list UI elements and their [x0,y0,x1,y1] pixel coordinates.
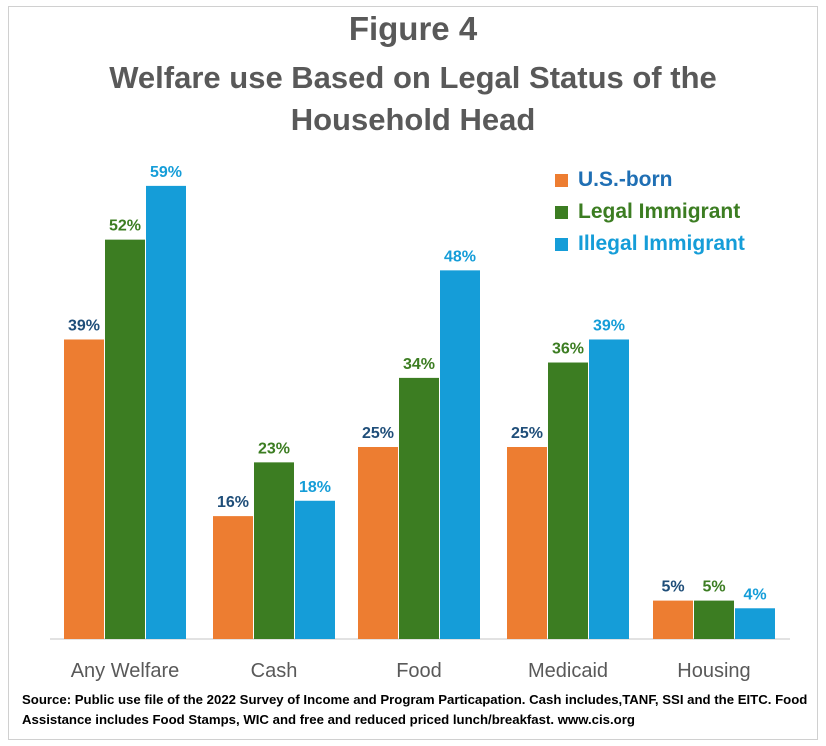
bar-any-welfare-u-s-born [64,339,104,639]
chart-frame [8,6,818,740]
data-label-any-welfare-legal-immigrant: 52% [109,218,141,235]
bar-medicaid-u-s-born [507,447,547,639]
data-label-medicaid-illegal-immigrant: 39% [593,317,625,334]
bar-any-welfare-illegal-immigrant [146,185,186,639]
data-label-medicaid-u-s-born: 25% [511,425,543,442]
data-label-housing-legal-immigrant: 5% [702,579,725,596]
data-label-housing-u-s-born: 5% [661,579,684,596]
x-tick-label-cash: Cash [251,660,298,682]
data-label-any-welfare-u-s-born: 39% [68,317,100,334]
bar-medicaid-illegal-immigrant [589,339,629,639]
bar-housing-legal-immigrant [694,600,734,639]
bar-any-welfare-legal-immigrant [105,239,145,639]
bar-cash-illegal-immigrant [295,500,335,639]
data-label-food-legal-immigrant: 34% [403,356,435,373]
x-tick-label-food: Food [396,660,442,682]
legend-swatch-illegal-immigrant [555,237,568,251]
figure-number: Figure 4 [348,10,478,47]
data-label-cash-illegal-immigrant: 18% [299,479,331,496]
source-note: Source: Public use file of the 2022 Surv… [22,692,808,727]
bar-food-illegal-immigrant [440,270,480,639]
bar-food-legal-immigrant [399,377,439,639]
x-tick-label-housing: Housing [677,660,750,682]
data-label-food-u-s-born: 25% [362,425,394,442]
x-tick-label-medicaid: Medicaid [528,660,608,682]
data-label-cash-u-s-born: 16% [217,494,249,511]
legend-item-us-born: U.S.-born [555,164,745,196]
x-tick-label-any-welfare: Any Welfare [71,660,180,682]
legend-swatch-legal-immigrant [555,205,568,219]
legend-item-illegal-immigrant: Illegal Immigrant [555,228,745,260]
chart-title-line-2: Household Head [290,102,536,137]
legend-swatch-us-born [555,173,568,187]
bar-medicaid-legal-immigrant [548,362,588,639]
bar-cash-u-s-born [213,516,253,639]
bar-cash-legal-immigrant [254,462,294,639]
legend-label-us-born: U.S.-born [578,168,673,191]
data-label-any-welfare-illegal-immigrant: 59% [150,164,182,181]
data-label-cash-legal-immigrant: 23% [258,440,290,457]
legend: U.S.-born Legal Immigrant Illegal Immigr… [555,164,745,260]
legend-item-legal-immigrant: Legal Immigrant [555,196,745,228]
bar-housing-u-s-born [653,600,693,639]
data-label-food-illegal-immigrant: 48% [444,248,476,265]
data-label-housing-illegal-immigrant: 4% [743,586,766,603]
bar-housing-illegal-immigrant [735,608,775,639]
bar-food-u-s-born [358,447,398,639]
legend-label-legal-immigrant: Legal Immigrant [578,200,741,223]
data-label-medicaid-legal-immigrant: 36% [552,341,584,358]
chart-title-line-1: Welfare use Based on Legal Status of the [109,60,717,95]
legend-label-illegal-immigrant: Illegal Immigrant [578,232,745,255]
